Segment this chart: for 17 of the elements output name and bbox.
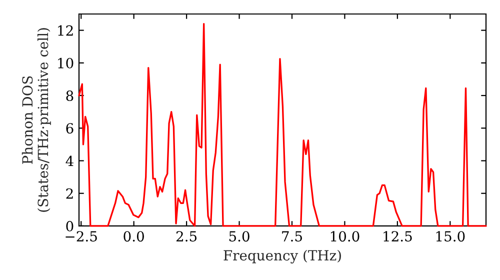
y-tick-label: 10 (58, 58, 74, 68)
x-tick-label: 5.0 (229, 231, 250, 242)
y-tick-label: 8 (66, 90, 74, 101)
x-tick-label: −2.5 (66, 231, 97, 242)
y-tick-label: 12 (58, 25, 73, 36)
x-tick-label: 15.0 (436, 231, 465, 242)
x-tick-label: 7.5 (282, 231, 302, 242)
y-tick-label: 4 (66, 156, 74, 166)
y-tick-label: 0 (66, 220, 74, 232)
x-tick-label: 2.5 (176, 231, 197, 242)
x-axis-title: Frequency (THz) (224, 250, 341, 264)
y-tick-label: 2 (66, 188, 73, 199)
y-axis-title: Phonon DOS (States/THz·primitive cell) (22, 28, 51, 212)
x-tick-label: 10.0 (330, 231, 360, 242)
x-tick-label: 0.0 (124, 231, 144, 242)
x-tick-label: 12.5 (384, 231, 412, 242)
y-tick-label: 6 (66, 123, 74, 134)
